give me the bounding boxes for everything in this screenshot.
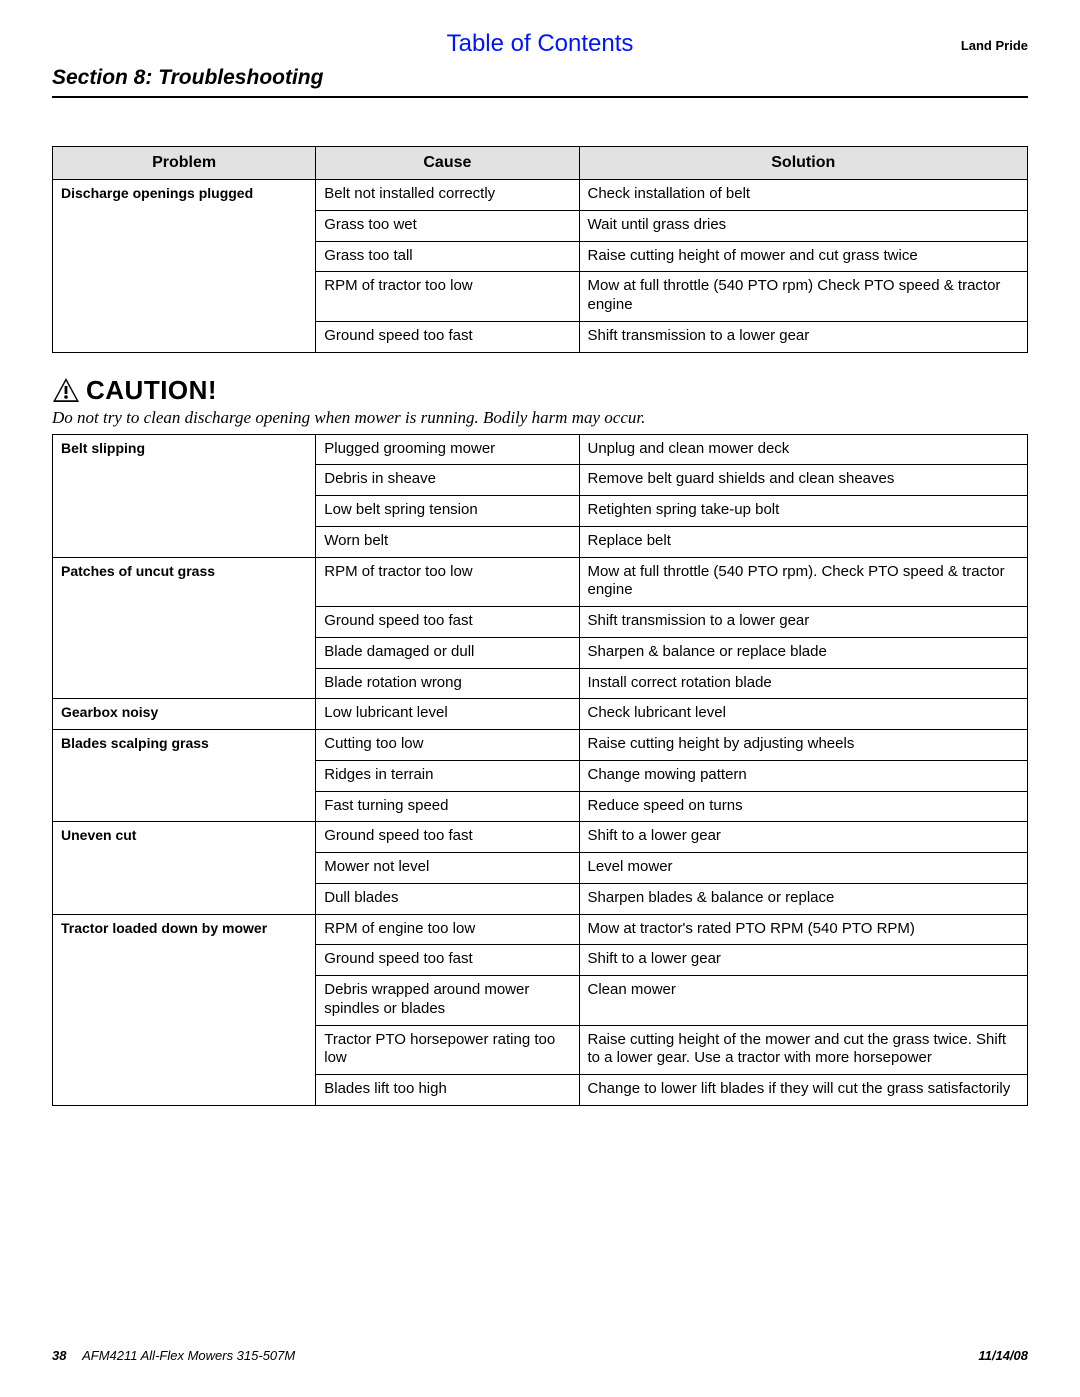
- col-header-solution: Solution: [579, 147, 1028, 180]
- page-footer: 38 AFM4211 All-Flex Mowers 315-507M 11/1…: [52, 1348, 1028, 1363]
- solution-cell: Sharpen blades & balance or replace: [579, 883, 1028, 914]
- solution-cell: Retighten spring take-up bolt: [579, 496, 1028, 527]
- problem-cell: Uneven cut: [53, 822, 316, 914]
- cause-cell: RPM of tractor too low: [316, 272, 579, 322]
- solution-cell: Level mower: [579, 853, 1028, 884]
- solution-cell: Shift transmission to a lower gear: [579, 607, 1028, 638]
- table-row: Discharge openings pluggedBelt not insta…: [53, 180, 1028, 211]
- solution-cell: Mow at tractor's rated PTO RPM (540 PTO …: [579, 914, 1028, 945]
- cause-cell: Plugged grooming mower: [316, 434, 579, 465]
- solution-cell: Replace belt: [579, 526, 1028, 557]
- header-rule: [52, 96, 1028, 98]
- cause-cell: Ridges in terrain: [316, 760, 579, 791]
- solution-cell: Change to lower lift blades if they will…: [579, 1075, 1028, 1106]
- section-title: Section 8: Troubleshooting: [52, 66, 1028, 90]
- troubleshooting-table-1: Problem Cause Solution Discharge opening…: [52, 146, 1028, 353]
- cause-cell: Cutting too low: [316, 730, 579, 761]
- solution-cell: Raise cutting height of the mower and cu…: [579, 1025, 1028, 1075]
- problem-cell: Blades scalping grass: [53, 730, 316, 822]
- cause-cell: RPM of engine too low: [316, 914, 579, 945]
- table-row: Blades scalping grassCutting too lowRais…: [53, 730, 1028, 761]
- brand-label: Land Pride: [961, 38, 1028, 53]
- warning-icon: [52, 377, 80, 403]
- cause-cell: Grass too tall: [316, 241, 579, 272]
- solution-cell: Raise cutting height of mower and cut gr…: [579, 241, 1028, 272]
- cause-cell: Blades lift too high: [316, 1075, 579, 1106]
- col-header-cause: Cause: [316, 147, 579, 180]
- caution-block: CAUTION! Do not try to clean discharge o…: [52, 375, 1028, 428]
- cause-cell: Mower not level: [316, 853, 579, 884]
- doc-id: AFM4211 All-Flex Mowers 315-507M: [82, 1348, 295, 1363]
- table-row: Uneven cutGround speed too fastShift to …: [53, 822, 1028, 853]
- problem-cell: Belt slipping: [53, 434, 316, 557]
- cause-cell: Debris wrapped around mower spindles or …: [316, 976, 579, 1026]
- solution-cell: Install correct rotation blade: [579, 668, 1028, 699]
- col-header-problem: Problem: [53, 147, 316, 180]
- page-number: 38: [52, 1348, 66, 1363]
- cause-cell: Debris in sheave: [316, 465, 579, 496]
- solution-cell: Change mowing pattern: [579, 760, 1028, 791]
- cause-cell: Fast turning speed: [316, 791, 579, 822]
- solution-cell: Mow at full throttle (540 PTO rpm) Check…: [579, 272, 1028, 322]
- cause-cell: Belt not installed correctly: [316, 180, 579, 211]
- solution-cell: Clean mower: [579, 976, 1028, 1026]
- table-header-row: Problem Cause Solution: [53, 147, 1028, 180]
- cause-cell: Low lubricant level: [316, 699, 579, 730]
- solution-cell: Check lubricant level: [579, 699, 1028, 730]
- cause-cell: Blade rotation wrong: [316, 668, 579, 699]
- solution-cell: Reduce speed on turns: [579, 791, 1028, 822]
- problem-cell: Patches of uncut grass: [53, 557, 316, 699]
- problem-cell: Discharge openings plugged: [53, 180, 316, 353]
- cause-cell: RPM of tractor too low: [316, 557, 579, 607]
- table-row: Gearbox noisyLow lubricant levelCheck lu…: [53, 699, 1028, 730]
- cause-cell: Blade damaged or dull: [316, 637, 579, 668]
- footer-date: 11/14/08: [978, 1348, 1028, 1363]
- page-header: Table of Contents Land Pride: [52, 28, 1028, 58]
- solution-cell: Mow at full throttle (540 PTO rpm). Chec…: [579, 557, 1028, 607]
- cause-cell: Ground speed too fast: [316, 822, 579, 853]
- solution-cell: Wait until grass dries: [579, 210, 1028, 241]
- solution-cell: Sharpen & balance or replace blade: [579, 637, 1028, 668]
- troubleshooting-table-2: Belt slippingPlugged grooming mowerUnplu…: [52, 434, 1028, 1106]
- solution-cell: Check installation of belt: [579, 180, 1028, 211]
- problem-cell: Gearbox noisy: [53, 699, 316, 730]
- cause-cell: Worn belt: [316, 526, 579, 557]
- caution-word: CAUTION!: [86, 375, 217, 406]
- toc-link[interactable]: Table of Contents: [447, 30, 634, 58]
- solution-cell: Raise cutting height by adjusting wheels: [579, 730, 1028, 761]
- cause-cell: Ground speed too fast: [316, 945, 579, 976]
- cause-cell: Ground speed too fast: [316, 607, 579, 638]
- cause-cell: Grass too wet: [316, 210, 579, 241]
- cause-cell: Tractor PTO horsepower rating too low: [316, 1025, 579, 1075]
- cause-cell: Ground speed too fast: [316, 321, 579, 352]
- solution-cell: Unplug and clean mower deck: [579, 434, 1028, 465]
- problem-cell: Tractor loaded down by mower: [53, 914, 316, 1105]
- solution-cell: Shift to a lower gear: [579, 945, 1028, 976]
- solution-cell: Remove belt guard shields and clean shea…: [579, 465, 1028, 496]
- caution-text: Do not try to clean discharge opening wh…: [52, 408, 1028, 428]
- cause-cell: Low belt spring tension: [316, 496, 579, 527]
- table-row: Belt slippingPlugged grooming mowerUnplu…: [53, 434, 1028, 465]
- solution-cell: Shift to a lower gear: [579, 822, 1028, 853]
- table-row: Tractor loaded down by mowerRPM of engin…: [53, 914, 1028, 945]
- table-row: Patches of uncut grassRPM of tractor too…: [53, 557, 1028, 607]
- solution-cell: Shift transmission to a lower gear: [579, 321, 1028, 352]
- cause-cell: Dull blades: [316, 883, 579, 914]
